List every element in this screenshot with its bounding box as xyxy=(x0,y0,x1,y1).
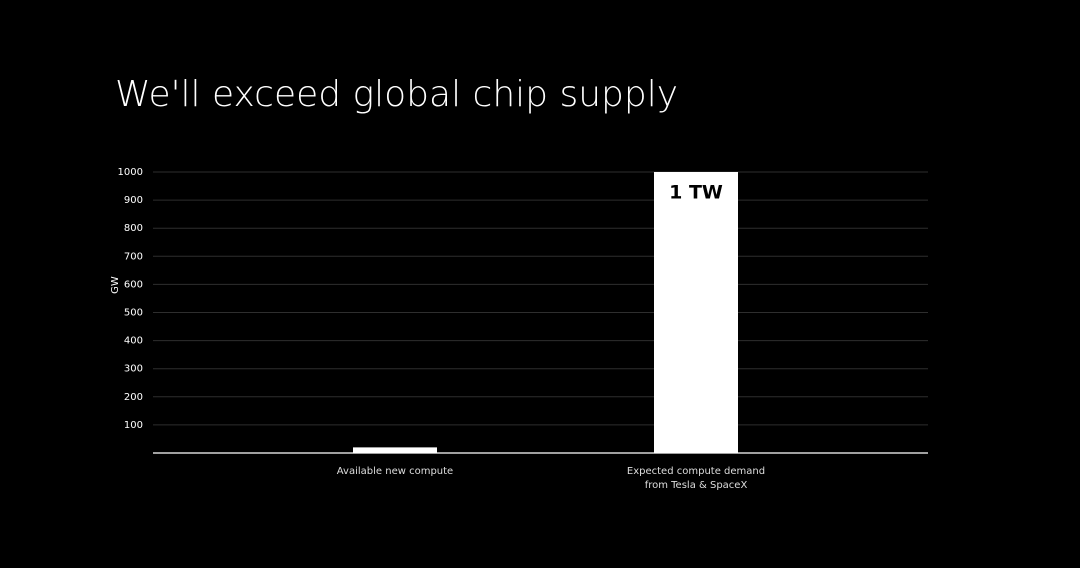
y-tick-label: 1000 xyxy=(118,167,143,178)
y-tick-label: 500 xyxy=(124,308,143,319)
x-tick-label: Expected compute demand from Tesla & Spa… xyxy=(626,466,766,491)
y-tick-label: 300 xyxy=(124,364,143,375)
y-tick-label: 700 xyxy=(124,251,143,262)
bar xyxy=(654,172,738,453)
bar xyxy=(353,447,437,453)
value-label: 1 TW xyxy=(669,182,723,204)
y-tick-label: 200 xyxy=(124,392,143,403)
y-tick-label: 900 xyxy=(124,195,143,206)
y-tick-label: 100 xyxy=(124,420,143,431)
y-tick-label: 400 xyxy=(124,336,143,347)
x-tick-label: Available new compute xyxy=(336,466,454,477)
y-tick-label: 600 xyxy=(124,279,143,290)
y-tick-label: 800 xyxy=(124,223,143,234)
chart-title: We'll exceed global chip supply xyxy=(115,74,678,115)
y-axis-label: GW xyxy=(110,276,121,294)
